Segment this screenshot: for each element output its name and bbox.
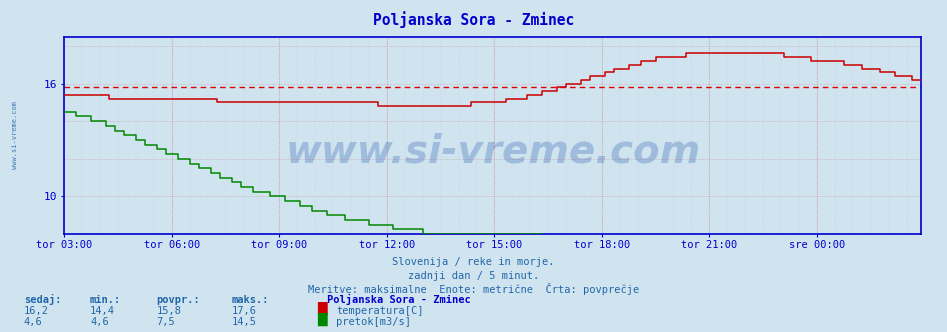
Text: Poljanska Sora - Zminec: Poljanska Sora - Zminec (373, 12, 574, 29)
Text: 4,6: 4,6 (24, 317, 43, 327)
Text: min.:: min.: (90, 295, 121, 305)
Text: zadnji dan / 5 minut.: zadnji dan / 5 minut. (408, 271, 539, 281)
Text: povpr.:: povpr.: (156, 295, 200, 305)
Text: █: █ (317, 302, 327, 315)
Text: Poljanska Sora - Zminec: Poljanska Sora - Zminec (327, 294, 471, 305)
Text: pretok[m3/s]: pretok[m3/s] (336, 317, 411, 327)
Text: Meritve: maksimalne  Enote: metrične  Črta: povprečje: Meritve: maksimalne Enote: metrične Črta… (308, 283, 639, 295)
Text: Slovenija / reke in morje.: Slovenija / reke in morje. (392, 257, 555, 267)
Text: www.si-vreme.com: www.si-vreme.com (11, 101, 18, 169)
Text: 16,2: 16,2 (24, 306, 48, 316)
Text: 17,6: 17,6 (232, 306, 257, 316)
Text: 15,8: 15,8 (156, 306, 181, 316)
Text: █: █ (317, 313, 327, 326)
Text: maks.:: maks.: (232, 295, 270, 305)
Text: www.si-vreme.com: www.si-vreme.com (285, 132, 701, 170)
Text: 14,5: 14,5 (232, 317, 257, 327)
Text: temperatura[C]: temperatura[C] (336, 306, 423, 316)
Text: 7,5: 7,5 (156, 317, 175, 327)
Text: 14,4: 14,4 (90, 306, 115, 316)
Text: sedaj:: sedaj: (24, 294, 62, 305)
Text: 4,6: 4,6 (90, 317, 109, 327)
